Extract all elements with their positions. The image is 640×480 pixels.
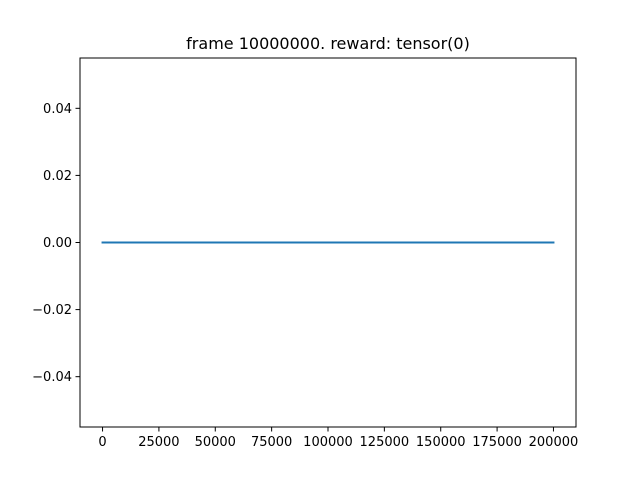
y-tick-label: 0.04 bbox=[43, 102, 72, 117]
plot-area: 0 25000 50000 75000 100000 125000 150000 175000… bbox=[32, 57, 579, 450]
x-tick-label: 100000 bbox=[303, 435, 353, 450]
y-tick-label: −0.04 bbox=[32, 370, 72, 385]
y-tick-label: 0.00 bbox=[43, 236, 72, 251]
chart-title: frame 10000000. reward: tensor(0) bbox=[186, 34, 470, 53]
x-tick-label: 0 bbox=[98, 435, 106, 450]
x-tick-label: 200000 bbox=[529, 435, 579, 450]
x-tick-label: 125000 bbox=[360, 435, 410, 450]
x-tick-label: 50000 bbox=[195, 435, 236, 450]
x-tick-label: 75000 bbox=[251, 435, 292, 450]
x-tick-label: 175000 bbox=[472, 435, 522, 450]
y-tick-label: −0.02 bbox=[32, 303, 72, 318]
x-tick-label: 150000 bbox=[416, 435, 466, 450]
x-tick-label: 25000 bbox=[138, 435, 179, 450]
y-tick-label: 0.02 bbox=[43, 169, 72, 184]
